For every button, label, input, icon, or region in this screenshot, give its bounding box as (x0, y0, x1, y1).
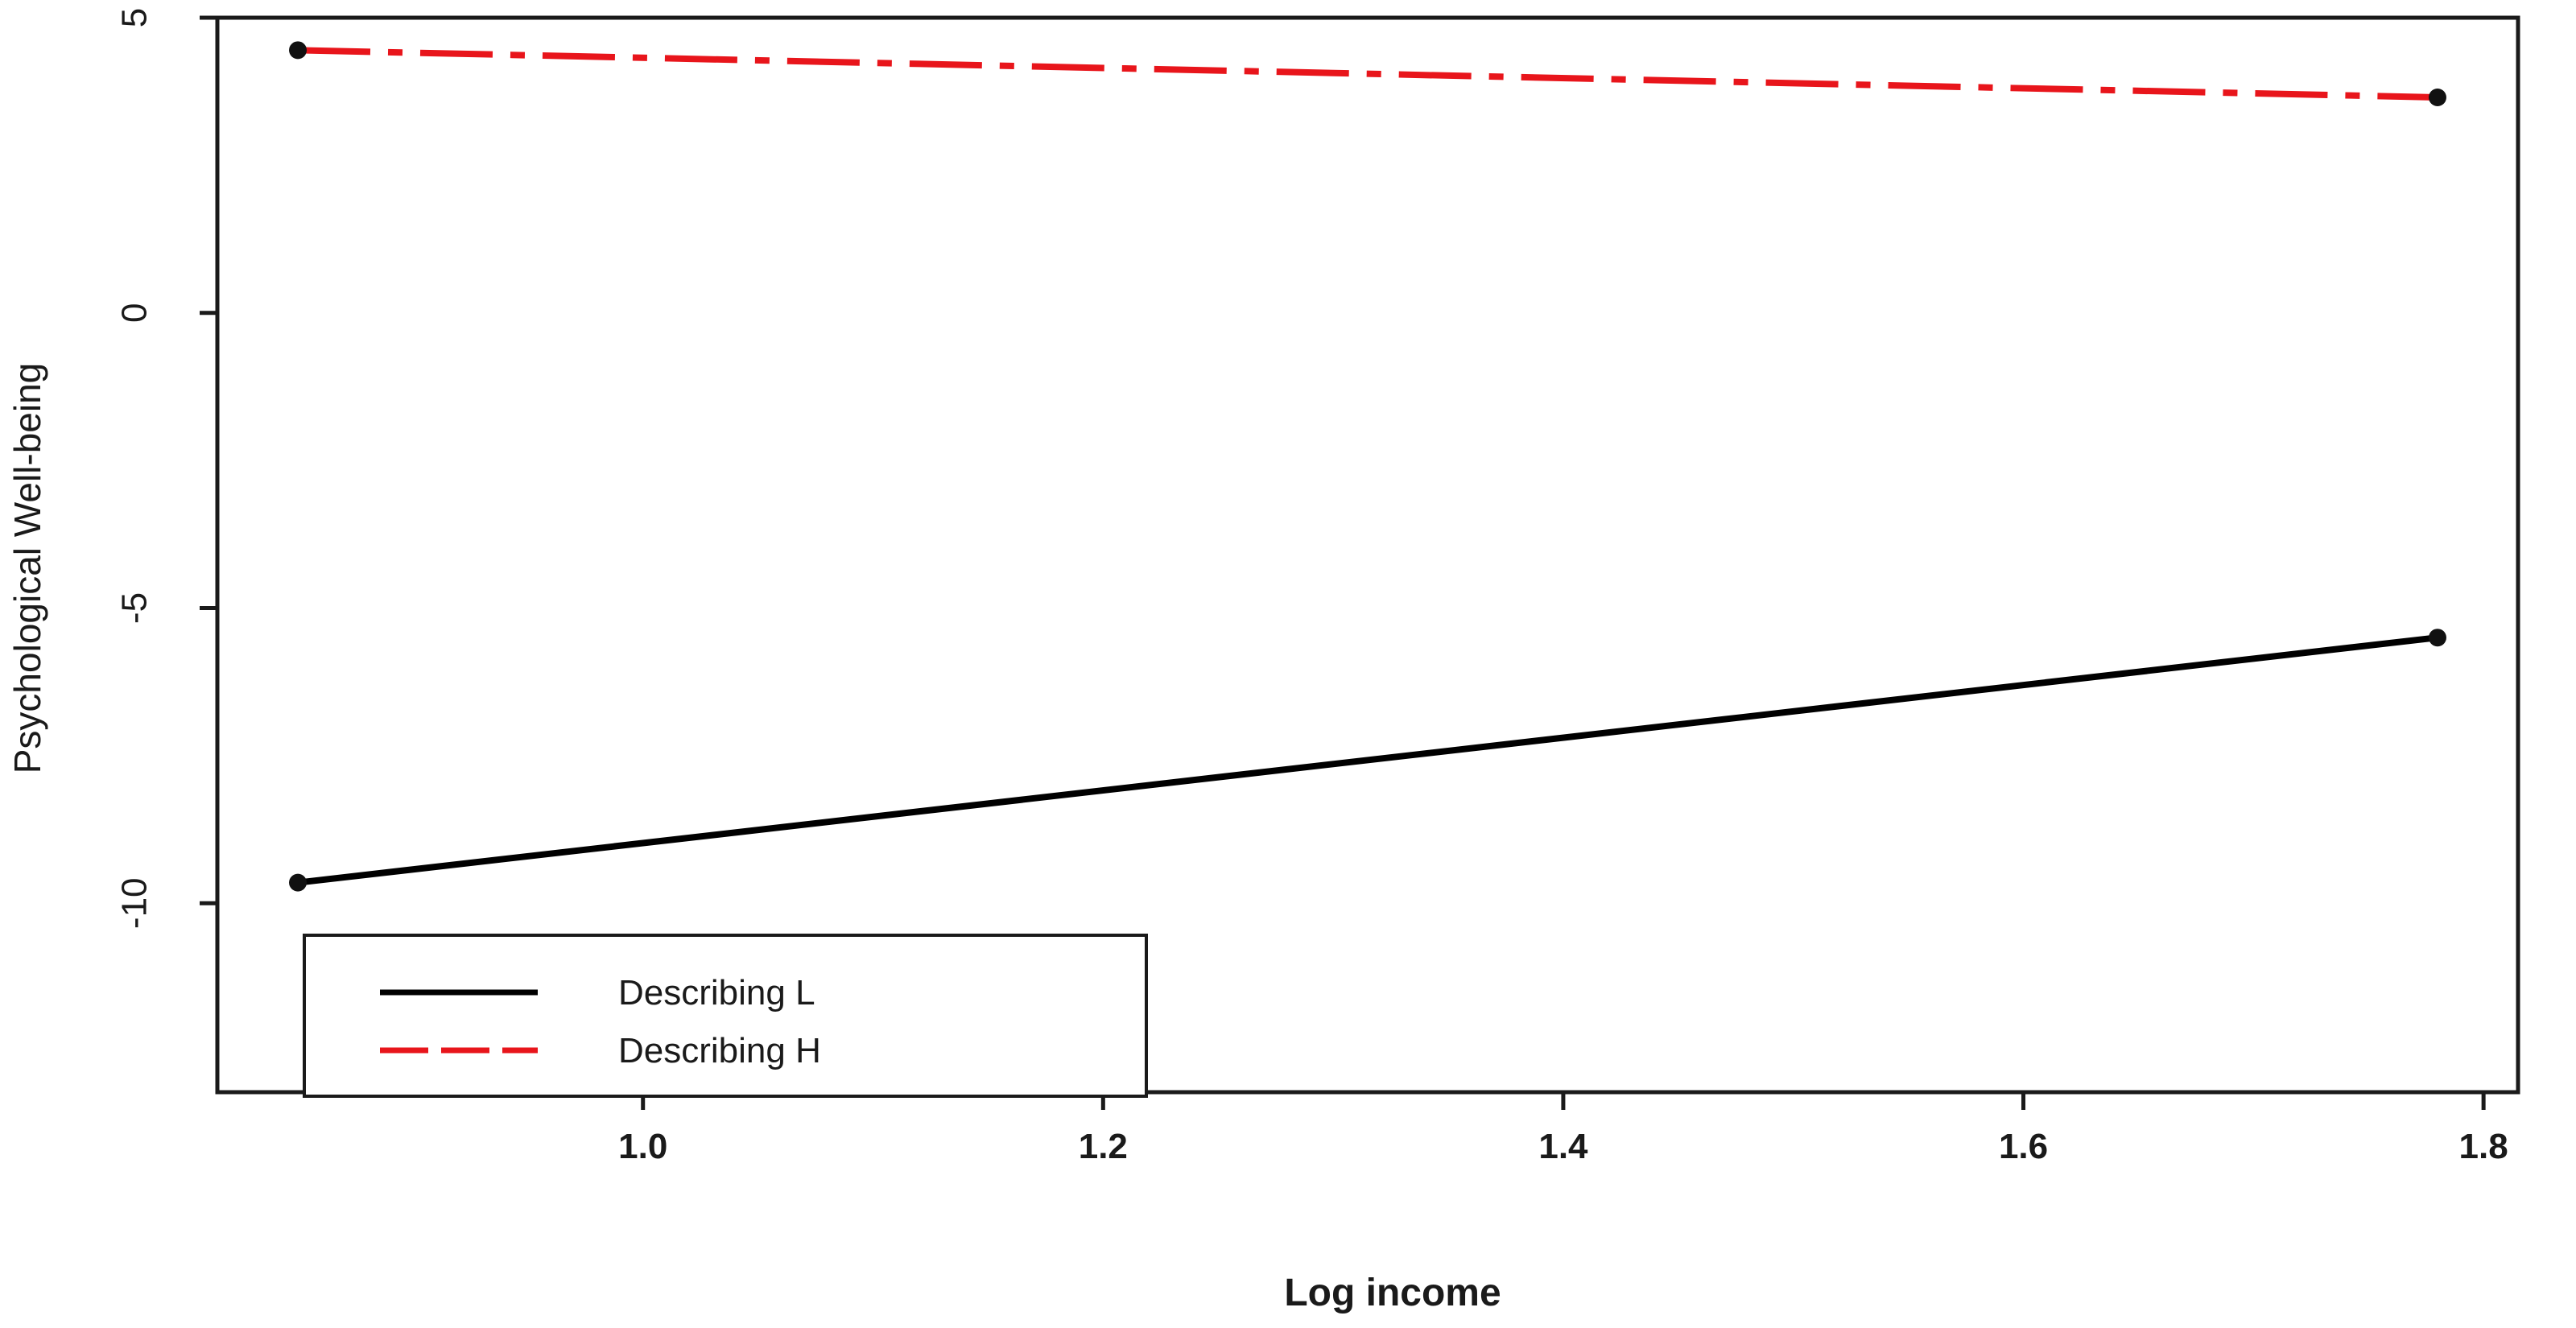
series-lines (289, 41, 2446, 892)
legend-label-describing-h: Describing H (618, 1031, 821, 1070)
x-tick-label: 1.8 (2459, 1127, 2508, 1166)
x-tick-label: 1.0 (618, 1127, 667, 1166)
plot-frame (215, 15, 2520, 1095)
y-axis-title: Psychological Well-being (6, 363, 48, 774)
y-axis-ticks: 5 0 -5 -10 (115, 8, 217, 929)
y-tick-label: 5 (115, 8, 155, 27)
series-line-describing-l (297, 634, 2438, 886)
x-axis-title: Log income (1284, 1272, 1501, 1314)
x-tick-label: 1.4 (1538, 1127, 1588, 1166)
legend: Describing L Describing H (303, 934, 1148, 1098)
data-point-describing-l (2428, 629, 2446, 647)
series-line-describing-h (297, 47, 2438, 101)
x-tick-label: 1.2 (1079, 1127, 1128, 1166)
data-point-describing-l (289, 873, 308, 892)
legend-box (303, 934, 1148, 1098)
y-tick-label: -10 (115, 877, 155, 929)
data-point-describing-h (2428, 89, 2446, 107)
y-tick-label: 0 (115, 303, 155, 323)
data-point-describing-h (289, 41, 308, 60)
legend-label-describing-l: Describing L (618, 973, 815, 1012)
x-tick-label: 1.6 (1999, 1127, 2048, 1166)
y-tick-label: -5 (115, 592, 155, 624)
x-axis-ticks: 1.0 1.2 1.4 1.6 1.8 (618, 1092, 2508, 1166)
